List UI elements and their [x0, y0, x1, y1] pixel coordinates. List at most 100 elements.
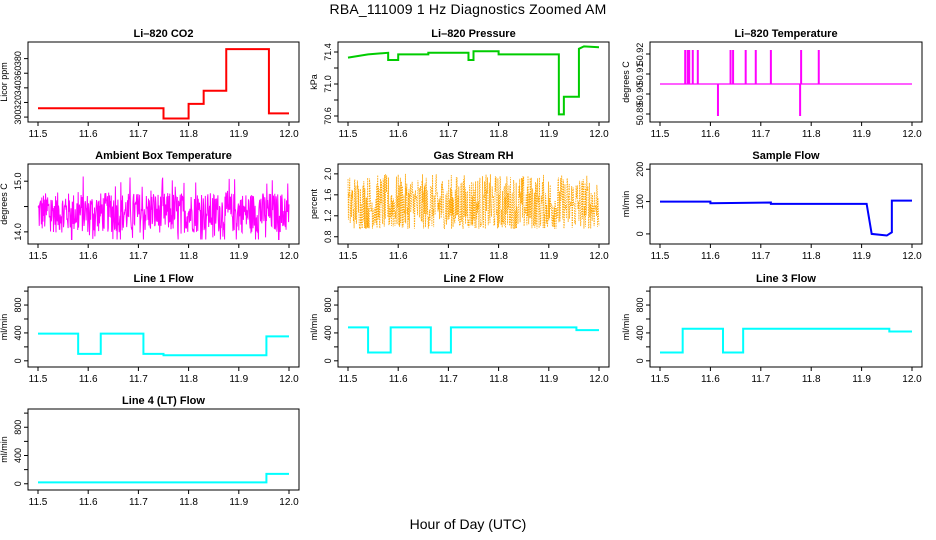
y-axis-label: Licor ppm — [0, 62, 9, 102]
plot-frame — [27, 41, 300, 123]
x-tick-label: 11.6 — [389, 129, 408, 140]
x-tick-label: 11.5 — [651, 251, 670, 262]
plot-frame — [27, 286, 300, 368]
y-tick-label: 400 — [323, 325, 333, 340]
x-tick-label: 11.7 — [439, 251, 458, 262]
y-tick-label: 0 — [635, 358, 645, 363]
y-tick-label: 380 — [13, 51, 23, 66]
x-tick-label: 11.7 — [129, 251, 148, 262]
y-axis-label: ml/min — [621, 191, 631, 218]
x-tick-label: 11.9 — [229, 251, 248, 262]
panel-title: Line 3 Flow — [756, 273, 816, 285]
x-tick-label: 11.5 — [29, 497, 48, 508]
x-tick-label: 12.0 — [902, 251, 922, 262]
x-tick-label: 11.9 — [229, 497, 248, 508]
x-tick-label: 12.0 — [589, 374, 609, 385]
series-line — [37, 176, 290, 240]
x-tick-label: 11.8 — [802, 374, 821, 385]
y-tick-label: 2.0 — [323, 168, 333, 181]
chart-panel-9: Line 3 Flow ml/min 0 400 800 11.5 11.6 11.7 11.8… — [621, 273, 923, 385]
y-tick-label: 800 — [635, 298, 645, 313]
plot-frame — [337, 41, 610, 123]
x-tick-label: 12.0 — [589, 251, 609, 262]
y-axis-label: percent — [309, 188, 319, 219]
y-tick-label: 400 — [635, 325, 645, 340]
x-tick-label: 11.5 — [651, 374, 670, 385]
y-axis-label: ml/min — [0, 314, 9, 341]
chart-panel-4: Ambient Box Temperature degrees C 14.0 15.0… — [0, 150, 300, 262]
x-tick-label: 11.8 — [489, 129, 508, 140]
x-tick-label: 11.9 — [852, 374, 871, 385]
panel-title: Li–820 Temperature — [734, 28, 837, 40]
x-tick-label: 11.8 — [179, 251, 198, 262]
panel-title: Line 4 (LT) Flow — [122, 395, 205, 407]
x-tick-label: 11.7 — [439, 374, 458, 385]
x-tick-label: 12.0 — [279, 251, 299, 262]
y-tick-label: 0.8 — [323, 231, 333, 244]
x-tick-label: 11.8 — [802, 129, 821, 140]
y-tick-label: 300 — [13, 110, 23, 125]
x-tick-label: 11.9 — [852, 129, 871, 140]
x-tick-label: 11.8 — [802, 251, 821, 262]
y-tick-label: 50.92 — [635, 43, 645, 66]
chart-panel-8: Line 2 Flow ml/min 0 400 800 11.5 11.6 11.7 11.8… — [309, 273, 610, 385]
y-tick-label: 0 — [13, 481, 23, 486]
panel-title: Li–820 Pressure — [431, 28, 515, 40]
series-line — [38, 332, 289, 357]
x-tick-label: 11.6 — [389, 251, 408, 262]
x-tick-label: 11.7 — [751, 374, 770, 385]
plot-frame — [649, 286, 923, 368]
x-tick-label: 11.7 — [751, 129, 770, 140]
x-tick-label: 11.5 — [339, 129, 358, 140]
y-tick-label: 71.4 — [323, 43, 333, 61]
x-tick-label: 12.0 — [902, 129, 922, 140]
chart-panel-6: Sample Flow ml/min 0 100 200 11.5 11.6 11.7 11.8… — [621, 150, 923, 262]
x-tick-label: 11.9 — [852, 251, 871, 262]
y-tick-label: 100 — [635, 194, 645, 209]
y-tick-label: 800 — [13, 298, 23, 313]
x-tick-label: 11.6 — [389, 374, 408, 385]
y-tick-label: 360 — [13, 66, 23, 81]
x-tick-label: 11.9 — [229, 374, 248, 385]
x-tick-label: 11.5 — [29, 129, 48, 140]
x-tick-label: 11.6 — [79, 374, 98, 385]
chart-panel-7: Line 1 Flow ml/min 0 400 800 11.5 11.6 11.7 11.8… — [0, 273, 300, 385]
x-tick-label: 11.6 — [701, 374, 720, 385]
x-axis-title: Hour of Day (UTC) — [409, 516, 527, 532]
panel-title: Sample Flow — [752, 150, 820, 162]
x-tick-label: 11.5 — [29, 251, 48, 262]
y-tick-label: 50.89 — [635, 103, 645, 126]
y-tick-label: 0 — [323, 358, 333, 363]
y-tick-label: 320 — [13, 95, 23, 110]
x-tick-label: 11.7 — [751, 251, 770, 262]
x-tick-label: 11.8 — [179, 129, 198, 140]
plot-frame — [27, 408, 300, 491]
y-tick-label: 14.0 — [13, 223, 23, 241]
y-tick-label: 1.2 — [323, 210, 333, 223]
series-line — [38, 472, 289, 484]
y-axis-label: ml/min — [0, 436, 9, 463]
plot-frame — [337, 163, 610, 245]
x-tick-label: 11.8 — [489, 251, 508, 262]
x-tick-label: 11.7 — [129, 374, 148, 385]
x-tick-label: 11.5 — [339, 374, 358, 385]
series-line — [38, 48, 289, 120]
x-tick-label: 11.7 — [129, 497, 148, 508]
series-line — [660, 199, 912, 237]
x-tick-label: 12.0 — [279, 374, 299, 385]
x-tick-label: 11.7 — [129, 129, 148, 140]
y-tick-label: 50.90 — [635, 83, 645, 106]
y-tick-label: 0 — [13, 358, 23, 363]
panel-title: Line 2 Flow — [444, 273, 504, 285]
series-line — [347, 45, 600, 116]
x-tick-label: 11.8 — [179, 374, 198, 385]
figure-title: RBA_111009 1 Hz Diagnostics Zoomed AM — [329, 1, 607, 17]
x-tick-label: 11.6 — [79, 497, 98, 508]
series-line — [348, 326, 599, 354]
x-tick-label: 11.6 — [701, 251, 720, 262]
panel-title: Gas Stream RH — [433, 150, 513, 162]
y-axis-label: ml/min — [621, 314, 631, 341]
